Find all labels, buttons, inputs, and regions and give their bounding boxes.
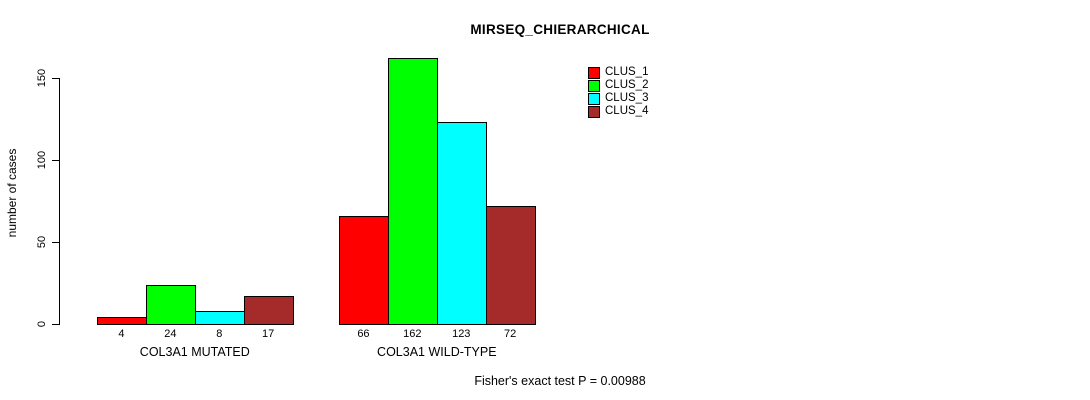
y-tick-label: 100 (36, 150, 48, 170)
y-tick-label: 50 (36, 235, 48, 249)
bar-clus_2 (387, 58, 438, 325)
legend-label: CLUS_1 (605, 66, 649, 78)
legend-item-clus_2: CLUS_2 (588, 79, 648, 92)
y-tick-mark (52, 160, 59, 161)
legend-item-clus_4: CLUS_4 (588, 105, 648, 118)
group-label: COL3A1 WILD-TYPE (377, 345, 497, 359)
y-tick-label: 150 (36, 68, 48, 88)
bar-value-label: 24 (164, 328, 177, 340)
bar-value-label: 4 (118, 328, 125, 340)
legend-label: CLUS_2 (605, 79, 649, 91)
legend-swatch-clus_4 (588, 105, 600, 118)
bar-value-label: 17 (262, 328, 275, 340)
bar-clus_1 (339, 215, 389, 325)
bar-clus_3 (436, 122, 487, 325)
bar-value-label: 66 (357, 328, 370, 340)
bar-clus_3 (194, 310, 245, 325)
bar-clus_2 (145, 284, 196, 325)
legend-item-clus_1: CLUS_1 (588, 66, 648, 79)
bar-clus_1 (97, 317, 147, 325)
legend-swatch-clus_2 (588, 79, 600, 92)
y-tick-mark (52, 242, 59, 243)
fisher-test-annotation: Fisher's exact test P = 0.00988 (474, 374, 646, 388)
y-tick-label: 0 (36, 320, 48, 328)
bar-clus_4 (243, 296, 294, 325)
y-axis-label: number of cases (5, 148, 19, 238)
legend-swatch-clus_1 (588, 66, 600, 79)
legend: CLUS_1 CLUS_2 CLUS_3 CLUS_4 (588, 66, 648, 118)
bar-value-label: 72 (504, 328, 517, 340)
legend-item-clus_3: CLUS_3 (588, 92, 648, 105)
legend-swatch-clus_3 (588, 92, 600, 105)
group-label: COL3A1 MUTATED (139, 345, 250, 359)
y-axis-line (59, 78, 60, 325)
y-tick-mark (52, 78, 59, 79)
legend-label: CLUS_3 (605, 92, 649, 104)
bar-value-label: 162 (403, 328, 422, 340)
chart-title: MIRSEQ_CHIERARCHICAL (470, 22, 650, 37)
bar-value-label: 8 (216, 328, 223, 340)
bar-value-label: 123 (452, 328, 471, 340)
y-tick-mark (52, 324, 59, 325)
bar-clus_4 (485, 205, 536, 325)
legend-label: CLUS_4 (605, 105, 649, 117)
